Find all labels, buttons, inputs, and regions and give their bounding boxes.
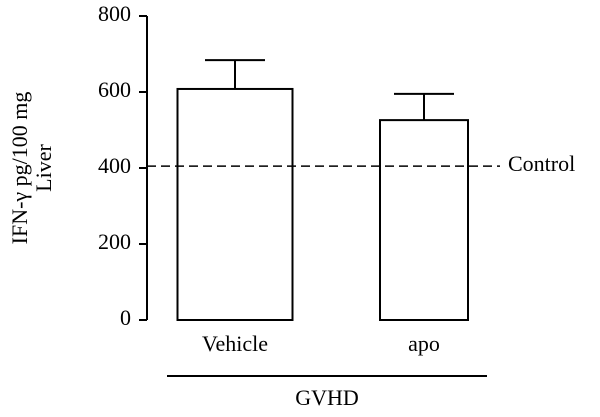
y-tick-label: 600 [98, 77, 131, 102]
y-axis-title: IFN-γ pg/100 mg Liver [7, 92, 56, 245]
group-label: GVHD [295, 385, 359, 410]
y-tick-label: 0 [120, 305, 131, 330]
bar [176, 87, 294, 321]
bar [379, 119, 469, 322]
x-tick-label: Vehicle [202, 331, 268, 356]
reference-label: Control [508, 151, 575, 176]
y-tick-label: 800 [98, 1, 131, 26]
y-tick-label: 200 [98, 229, 131, 254]
y-tick-label: 400 [98, 153, 131, 178]
x-tick-label: apo [408, 331, 440, 356]
y-label-line: Liver [31, 144, 56, 192]
y-label-line: IFN-γ pg/100 mg [7, 92, 32, 245]
